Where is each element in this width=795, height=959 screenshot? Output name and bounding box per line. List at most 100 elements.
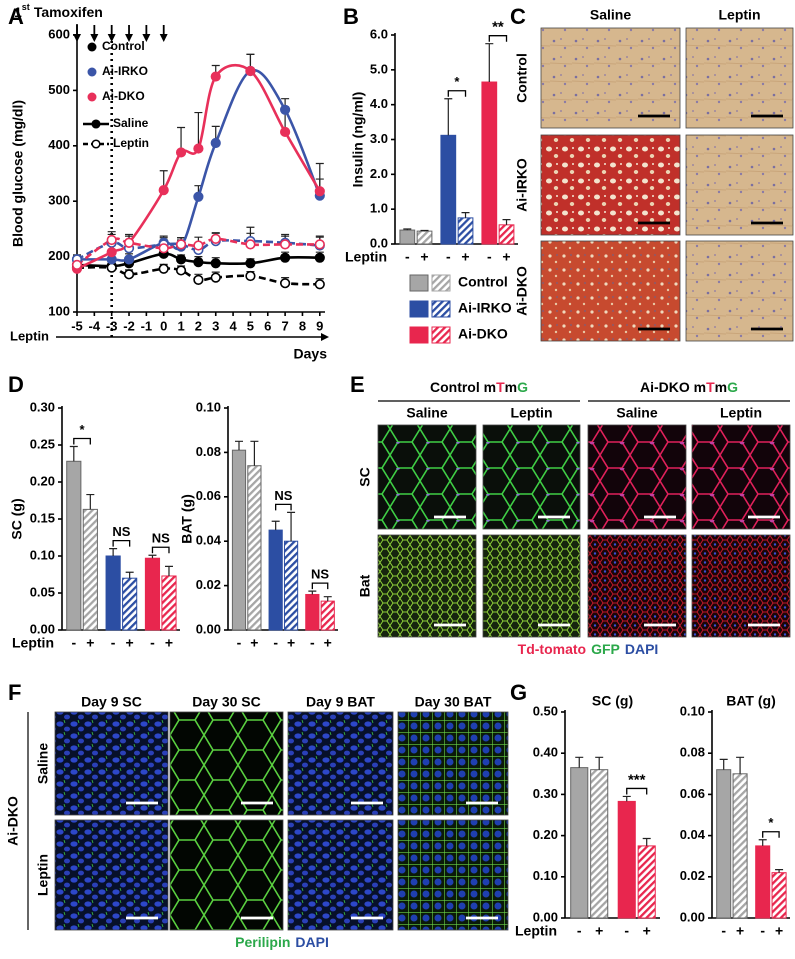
data-point: [314, 239, 325, 250]
significance-label: NS: [152, 531, 170, 546]
column-label: Day 9 BAT: [306, 694, 375, 710]
x-tick-label: +: [86, 635, 94, 651]
x-tick-label: 0: [160, 318, 167, 333]
column-label: Saline: [616, 405, 657, 421]
x-tick-label: 6: [264, 318, 271, 333]
group-label: Ai-DKO: [5, 796, 21, 846]
error-bar: [164, 565, 173, 576]
x-tick-label: +: [420, 249, 428, 265]
x-tick-label: +: [287, 635, 295, 651]
micrograph: [287, 819, 394, 931]
x-tick-label: 5: [247, 318, 254, 333]
significance-bracket: [488, 35, 508, 42]
group-header-part: Ai-DKO m: [640, 379, 706, 395]
x-tick-label: +: [643, 923, 651, 939]
caption: Perilipin DAPI: [235, 934, 329, 950]
x-tick-label: -: [760, 923, 765, 939]
legend-swatch: [431, 326, 451, 344]
micrograph: [482, 534, 581, 638]
data-point: [175, 147, 187, 158]
series-line: [76, 63, 321, 270]
series-line: [76, 239, 320, 261]
error-bar: [69, 445, 78, 462]
y-tick-label: 0.10: [196, 399, 221, 414]
data-point: [280, 239, 291, 250]
y-tick-label: 0.10: [533, 868, 558, 883]
bar: [305, 593, 320, 631]
x-tick-label: -: [721, 923, 726, 939]
legend-swatch: [431, 274, 451, 292]
error-bar: [308, 590, 317, 595]
error-bar: [736, 756, 745, 774]
y-tick-label: 200: [48, 248, 70, 263]
row-label: Ai-DKO: [514, 266, 530, 316]
x-tick-label: -2: [123, 318, 135, 333]
series-line: [76, 252, 320, 268]
legend-marker: [91, 119, 101, 129]
caption-part: GFP: [591, 641, 620, 657]
group-header-part: T: [706, 379, 715, 395]
micrograph: [169, 711, 284, 816]
bar: [771, 872, 787, 919]
x-tick-label: -3: [106, 318, 118, 333]
legend-label: Ai-DKO: [458, 326, 508, 342]
bar: [440, 134, 457, 245]
panel-letter: D: [8, 372, 24, 397]
data-point: [123, 237, 135, 248]
error-bar: [461, 212, 470, 218]
y-tick-label: 0.04: [196, 533, 222, 548]
y-tick-label: 100: [48, 303, 70, 318]
data-point: [314, 279, 325, 290]
error-bar: [86, 493, 95, 510]
x-tick-label: -: [111, 635, 116, 651]
row-label: Control: [514, 53, 530, 103]
significance-label: *: [768, 815, 774, 830]
data-point: [314, 252, 325, 263]
bar: [283, 540, 299, 631]
y-tick-label: 4.0: [370, 96, 388, 111]
x-tick-label: -1: [141, 318, 153, 333]
x-tick-label: +: [250, 635, 258, 651]
error-bar: [148, 554, 157, 559]
micrograph: [587, 424, 687, 530]
bar: [105, 555, 121, 631]
x-tick-label: +: [736, 923, 744, 939]
caption-part: Td-tomato: [518, 641, 586, 657]
data-point: [158, 185, 169, 196]
error-bar: [642, 837, 651, 846]
bar: [82, 508, 98, 631]
column-label: Day 30 BAT: [415, 694, 492, 710]
annotation-part: Tamoxifen: [34, 4, 103, 20]
group-header: Ai-DKO mTmG: [640, 379, 738, 395]
data-point: [280, 252, 291, 263]
legend-marker: [87, 42, 97, 52]
legend-swatch: [409, 326, 429, 344]
data-point: [210, 233, 221, 244]
data-point: [158, 243, 169, 254]
error-bar: [109, 548, 118, 556]
bar: [161, 575, 177, 631]
x-tick-label: -: [273, 635, 278, 651]
y-tick-label: 0.50: [533, 703, 558, 718]
error-bar: [622, 795, 631, 802]
data-point: [106, 262, 117, 273]
x-tick-label: 2: [195, 318, 202, 333]
x-tick-label: 4: [229, 318, 237, 333]
panel-letter: F: [8, 680, 21, 705]
panel-letter: C: [510, 4, 526, 29]
x-tick-label: +: [775, 923, 783, 939]
legend-marker: [91, 139, 101, 149]
x-axis-label: Days: [294, 346, 328, 362]
x-row-label: Leptin: [345, 249, 387, 265]
y-tick-label: 400: [48, 137, 70, 152]
bar: [481, 81, 498, 245]
error-bar: [719, 758, 728, 770]
bar: [66, 460, 82, 631]
data-point: [193, 143, 204, 154]
legend-label: Leptin: [113, 136, 149, 150]
caption-part: DAPI: [625, 641, 658, 657]
data-point: [280, 104, 291, 115]
x-tick-label: -: [71, 635, 76, 651]
y-tick-label: 0.00: [680, 909, 705, 924]
data-point: [158, 263, 169, 274]
